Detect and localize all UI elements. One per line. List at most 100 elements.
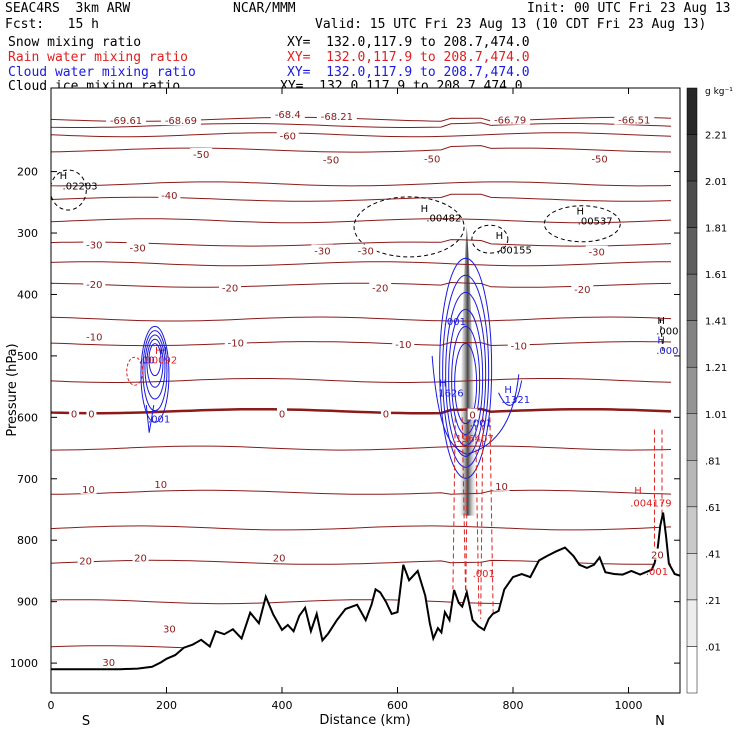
isotherm-label: 30 bbox=[102, 658, 115, 669]
x-axis-label: Distance (km) bbox=[319, 713, 410, 728]
colorbar-label: 1.21 bbox=[705, 363, 727, 374]
colorbar-swatch bbox=[686, 273, 698, 321]
extremum-label: .001 bbox=[470, 419, 492, 430]
isotherm-label-bg bbox=[219, 281, 242, 293]
isotherm-line bbox=[51, 445, 672, 451]
cloudwater-contour bbox=[448, 308, 484, 446]
isotherm-label: -60 bbox=[280, 132, 296, 143]
isotherm-label-bg bbox=[271, 551, 288, 563]
extremum-label: .196407 bbox=[452, 434, 493, 445]
isotherm-label: -10 bbox=[395, 340, 411, 351]
y-tick-label: 800 bbox=[17, 534, 38, 547]
colorbar-swatch bbox=[686, 413, 698, 461]
isotherm-label-bg bbox=[158, 189, 181, 201]
isotherm-line bbox=[51, 122, 672, 128]
cloudwater-contour bbox=[431, 355, 520, 455]
extremum-label: .00 bbox=[139, 355, 155, 366]
isotherm-label-bg bbox=[507, 339, 530, 351]
colorbar-swatch bbox=[686, 320, 698, 368]
extremum-label: .02203 bbox=[63, 181, 98, 192]
rain-contour bbox=[489, 417, 494, 627]
y-tick-label: 1000 bbox=[10, 657, 38, 670]
y-tick-label: 600 bbox=[17, 411, 38, 424]
isotherm-label: -50 bbox=[193, 150, 209, 161]
rain-contour bbox=[126, 356, 144, 386]
extremum-label: H bbox=[657, 336, 665, 347]
isotherm-label-bg bbox=[571, 283, 594, 295]
y-tick-label: 200 bbox=[17, 166, 38, 179]
isotherm-label-bg bbox=[316, 109, 357, 121]
extremum-label: H bbox=[421, 204, 429, 215]
x-tick-label: 600 bbox=[387, 699, 408, 712]
isotherm-label: 0 bbox=[71, 409, 77, 420]
cloudwater-contour bbox=[145, 404, 155, 433]
colorbar-label: 1.41 bbox=[705, 317, 727, 328]
isotherm-line bbox=[51, 132, 672, 138]
isotherm-label: -66.51 bbox=[618, 116, 650, 127]
snow-contour bbox=[51, 169, 87, 211]
cloudwater-contour bbox=[451, 325, 481, 435]
extremum-label: .001 bbox=[444, 317, 466, 328]
y-axis-label: Pressure (hPa) bbox=[5, 343, 20, 436]
colorbar-swatch bbox=[686, 180, 698, 228]
extremum-label: H bbox=[634, 486, 642, 497]
isotherm-label-bg bbox=[126, 241, 149, 253]
isotherm-label: -10 bbox=[228, 339, 244, 350]
isotherm-label-bg bbox=[392, 337, 415, 349]
extremum-label: H bbox=[439, 379, 447, 390]
isotherm-label-bg bbox=[80, 482, 97, 494]
isotherm-label-bg bbox=[490, 113, 531, 125]
colorbar-label: .21 bbox=[705, 596, 721, 607]
isotherm-label: 20 bbox=[79, 557, 92, 568]
snow-contour bbox=[543, 205, 621, 243]
colorbar-swatch bbox=[686, 553, 698, 601]
isotherm-label: 0 bbox=[88, 409, 94, 420]
isotherm-label-bg bbox=[83, 278, 106, 290]
colorbar-label: 2.21 bbox=[705, 131, 727, 142]
colorbar-label: .41 bbox=[705, 549, 721, 560]
isotherm-label: -20 bbox=[372, 283, 388, 294]
isotherm-label: -30 bbox=[358, 246, 374, 257]
colorbar-swatch bbox=[686, 506, 698, 554]
isotherm-label-bg bbox=[380, 407, 391, 419]
cloudwater-contour bbox=[146, 338, 164, 388]
isotherm-label-bg bbox=[421, 152, 444, 164]
isotherm-label-bg bbox=[83, 330, 106, 342]
isotherm-label-bg bbox=[320, 153, 343, 165]
isotherm-label: -30 bbox=[314, 246, 330, 257]
field-cloudwater-label: Cloud water mixing ratio bbox=[8, 65, 196, 80]
extremum-label: .1626 bbox=[435, 388, 464, 399]
isotherm-line bbox=[51, 145, 672, 153]
cloudwater-contour bbox=[442, 274, 490, 468]
isotherm-label-bg bbox=[277, 407, 287, 419]
isotherm-label-bg bbox=[83, 238, 106, 250]
cloudwater-contour bbox=[445, 291, 487, 457]
extremum-label: .00092 bbox=[142, 355, 177, 366]
cloudwater-contour bbox=[498, 380, 523, 406]
isotherm-line bbox=[51, 281, 672, 288]
cloudwater-contour bbox=[140, 325, 170, 423]
isotherm-label: 10 bbox=[495, 482, 508, 493]
extremum-label: H bbox=[657, 316, 665, 327]
snow-contour bbox=[471, 224, 509, 254]
rain-contour bbox=[452, 417, 456, 590]
isotherm-label-bg bbox=[100, 656, 117, 668]
isotherm-label: 10 bbox=[82, 485, 95, 496]
isotherm-line bbox=[51, 218, 672, 224]
isotherm-label: 0 bbox=[279, 409, 285, 420]
isotherm-label: -69.61 bbox=[110, 116, 142, 127]
extremum-label: H bbox=[496, 231, 504, 242]
isotherm-label: -68.21 bbox=[321, 112, 353, 123]
colorbar-swatch bbox=[686, 460, 698, 508]
init-time: Init: 00 UTC Fri 23 Aug 13 bbox=[527, 1, 731, 16]
isotherm-label: -50 bbox=[323, 156, 339, 167]
isotherm-label-bg bbox=[106, 114, 147, 126]
plot-frame bbox=[50, 87, 681, 694]
isotherm-label: -10 bbox=[511, 342, 527, 353]
isotherm-label: -50 bbox=[424, 154, 440, 165]
colorbar-label: 1.01 bbox=[705, 410, 727, 421]
isotherm-label: -40 bbox=[161, 191, 177, 202]
isotherm-label-bg bbox=[132, 551, 149, 563]
cloudwater-contour bbox=[439, 257, 493, 479]
